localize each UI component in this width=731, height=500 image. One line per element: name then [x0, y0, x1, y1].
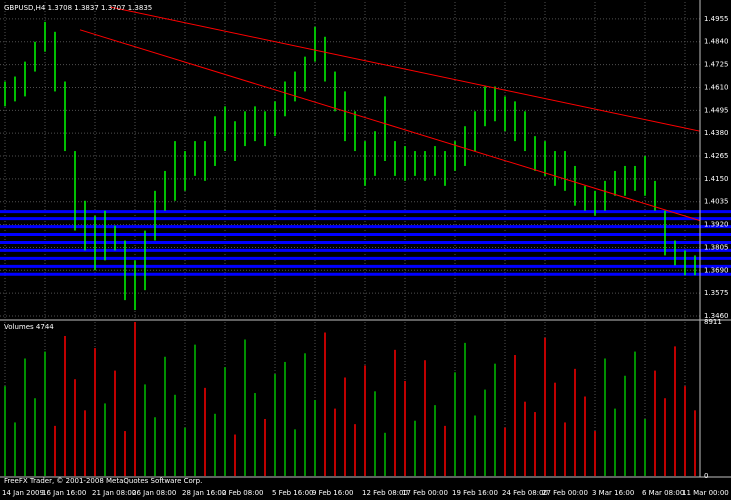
y-tick-label: 0	[704, 472, 708, 480]
x-tick-label: 2 Feb 08:00	[222, 489, 263, 497]
x-tick-label: 26 Jan 08:00	[132, 489, 176, 497]
x-tick-label: 24 Feb 08:00	[502, 489, 548, 497]
x-tick-label: 12 Feb 08:00	[362, 489, 408, 497]
x-tick-label: 3 Mar 16:00	[592, 489, 634, 497]
y-tick-label: 1.3690	[704, 266, 729, 274]
y-tick-label: 1.4840	[704, 38, 729, 46]
y-tick-label: 1.4035	[704, 198, 729, 206]
y-tick-label: 1.3460	[704, 312, 729, 320]
y-tick-label: 1.4725	[704, 61, 729, 69]
x-tick-label: 16 Jan 16:00	[42, 489, 86, 497]
x-tick-label: 27 Feb 00:00	[542, 489, 588, 497]
volume-title: Volumes 4744	[4, 323, 54, 331]
y-tick-label: 1.4265	[704, 152, 729, 160]
y-tick-label: 1.4610	[704, 83, 729, 91]
x-tick-label: 5 Feb 16:00	[272, 489, 313, 497]
x-tick-label: 21 Jan 08:00	[92, 489, 136, 497]
copyright: FreeFX Trader, © 2001-2008 MetaQuotes So…	[4, 477, 202, 485]
y-tick-label: 1.4955	[704, 15, 729, 23]
y-tick-label: 1.4380	[704, 129, 729, 137]
y-tick-label: 1.4495	[704, 106, 729, 114]
x-tick-label: 17 Feb 00:00	[402, 489, 448, 497]
x-tick-label: 14 Jan 2009	[2, 489, 44, 497]
x-tick-label: 6 Mar 08:00	[642, 489, 684, 497]
x-tick-label: 28 Jan 16:00	[182, 489, 226, 497]
x-tick-label: 19 Feb 16:00	[452, 489, 498, 497]
trend-line	[109, 6, 701, 132]
y-tick-label: 1.3575	[704, 289, 729, 297]
trend-line	[79, 29, 701, 222]
x-tick-label: 9 Feb 16:00	[312, 489, 353, 497]
y-tick-label: 1.3920	[704, 221, 729, 229]
y-tick-label: 8911	[704, 318, 722, 326]
x-tick-label: 11 Mar 00:00	[682, 489, 729, 497]
y-tick-label: 1.4150	[704, 175, 729, 183]
chart-title: GBPUSD,H4 1.3708 1.3837 1.3707 1.3835	[4, 4, 152, 12]
y-tick-label: 1.3805	[704, 243, 729, 251]
